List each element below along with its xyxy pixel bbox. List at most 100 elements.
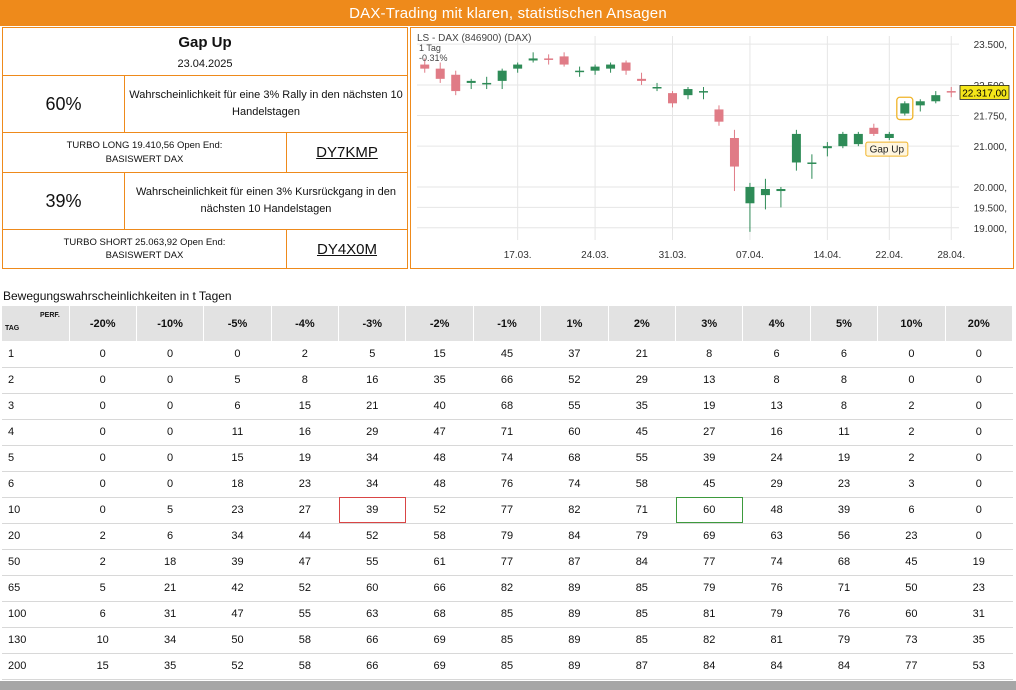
gap-up-marker <box>896 96 914 121</box>
table-cell: 89 <box>540 653 609 680</box>
table-cell: 55 <box>338 549 406 576</box>
candle <box>807 154 817 179</box>
table-cell: 58 <box>271 627 339 654</box>
table-cell: 68 <box>540 445 609 472</box>
candle-body <box>420 64 430 69</box>
candle-body <box>869 127 879 134</box>
candle-body <box>698 91 708 93</box>
table-cell: 34 <box>136 627 204 654</box>
price-chart-panel: 23.500,22.500,21.750,21.000,20.000,19.50… <box>410 27 1014 269</box>
column-header: -4% <box>271 306 340 341</box>
table-cell: 39 <box>810 497 878 524</box>
table-row: 130 10 34 50 58 66 69 85 89 85 82 81 79 73 35 <box>2 627 1013 654</box>
table-cell: 29 <box>608 367 676 394</box>
row-tag: 65 <box>2 575 69 602</box>
table-cell: 74 <box>473 445 541 472</box>
candle-body <box>838 133 848 147</box>
banner-title: DAX-Trading mit klaren, statistischen An… <box>0 0 1016 26</box>
table-cell: 52 <box>203 653 272 680</box>
candle-body <box>513 64 523 69</box>
table-cell: 84 <box>810 653 878 680</box>
table-cell: 60 <box>540 419 609 446</box>
table-cell: 87 <box>608 653 676 680</box>
table-cell: 79 <box>742 601 811 628</box>
table-cell: 19 <box>675 393 743 420</box>
candlestick-chart[interactable]: 23.500,22.500,21.750,21.000,20.000,19.50… <box>411 28 1013 268</box>
column-header: -5% <box>203 306 272 341</box>
chart-interval: 1 Tag <box>419 43 441 53</box>
chart-grid <box>417 36 959 240</box>
table-cell: 53 <box>945 653 1013 680</box>
candle <box>776 186 786 208</box>
table-cell: 82 <box>675 627 743 654</box>
candle-body <box>435 68 445 79</box>
candle-body <box>575 70 585 73</box>
column-header: 3% <box>675 306 744 341</box>
candle-body <box>853 133 863 145</box>
table-cell: 84 <box>608 549 676 576</box>
candle <box>528 52 538 63</box>
table-row: 5 0 0 15 19 34 48 74 68 55 39 24 19 2 0 <box>2 445 1013 472</box>
table-cell: 5 <box>338 341 406 368</box>
candle <box>946 87 956 98</box>
candle <box>869 123 879 136</box>
table-cell: 47 <box>203 601 272 628</box>
table-cell: 0 <box>136 367 204 394</box>
candle-body <box>482 82 492 85</box>
table-cell: 0 <box>945 419 1013 446</box>
table-cell: 29 <box>742 471 811 498</box>
table-cell: 0 <box>69 419 137 446</box>
table-cell: 19 <box>945 549 1013 576</box>
candle <box>513 62 523 73</box>
table-cell: 60 <box>675 497 743 524</box>
table-cell: 0 <box>69 471 137 498</box>
candle <box>760 178 770 210</box>
table-cell: 35 <box>945 627 1013 654</box>
x-tick-label: 24.03. <box>581 250 609 261</box>
table-header-row: PERF. TAG -20% -10% -5% -4% -3% -2% -1% 1% 2% 3% 4… <box>2 306 1014 341</box>
candle <box>729 129 739 192</box>
y-tick-label: 21.750, <box>974 112 1007 123</box>
long-wkn-link[interactable]: DY7KMP <box>316 144 378 161</box>
table-cell: 0 <box>69 445 137 472</box>
gap-up-label-box <box>865 141 909 157</box>
table-cell: 6 <box>810 341 878 368</box>
table-cell: 82 <box>540 497 609 524</box>
table-cell: 84 <box>742 653 811 680</box>
table-cell: 55 <box>271 601 339 628</box>
table-cell: 8 <box>742 367 811 394</box>
column-header: -20% <box>69 306 137 341</box>
candle-body <box>946 91 956 93</box>
table-cell: 21 <box>136 575 204 602</box>
table-cell: 79 <box>810 627 878 654</box>
column-header: 5% <box>810 306 879 341</box>
candle <box>435 62 445 83</box>
chart-title: LS - DAX (846900) (DAX) <box>417 33 532 44</box>
table-cell: 45 <box>608 419 676 446</box>
table-cell: 8 <box>675 341 743 368</box>
table-cell: 0 <box>945 341 1013 368</box>
table-cell: 66 <box>405 575 474 602</box>
table-cell: 61 <box>405 549 474 576</box>
table-cell: 35 <box>136 653 204 680</box>
candle <box>544 54 554 65</box>
table-cell: 77 <box>877 653 946 680</box>
table-cell: 34 <box>203 523 272 550</box>
chart-change: -0.31% <box>419 53 448 63</box>
candle <box>451 70 461 96</box>
table-cell: 85 <box>473 653 541 680</box>
corner-row-label: TAG <box>5 325 20 332</box>
table-cell: 13 <box>675 367 743 394</box>
table-cell: 76 <box>473 471 541 498</box>
table-cell: 71 <box>473 419 541 446</box>
table-cell: 60 <box>338 575 406 602</box>
short-product: TURBO SHORT 25.063,92 Open End: BASISWER… <box>2 229 287 269</box>
candle-body <box>466 80 476 83</box>
table-cell: 73 <box>877 627 946 654</box>
table-cell: 6 <box>136 523 204 550</box>
table-row: 4 0 0 11 16 29 47 71 60 45 27 16 11 2 0 <box>2 419 1013 446</box>
table-cell: 52 <box>271 575 339 602</box>
row-tag: 10 <box>2 497 69 524</box>
short-wkn-link[interactable]: DY4X0M <box>316 240 378 258</box>
candle <box>621 60 631 75</box>
